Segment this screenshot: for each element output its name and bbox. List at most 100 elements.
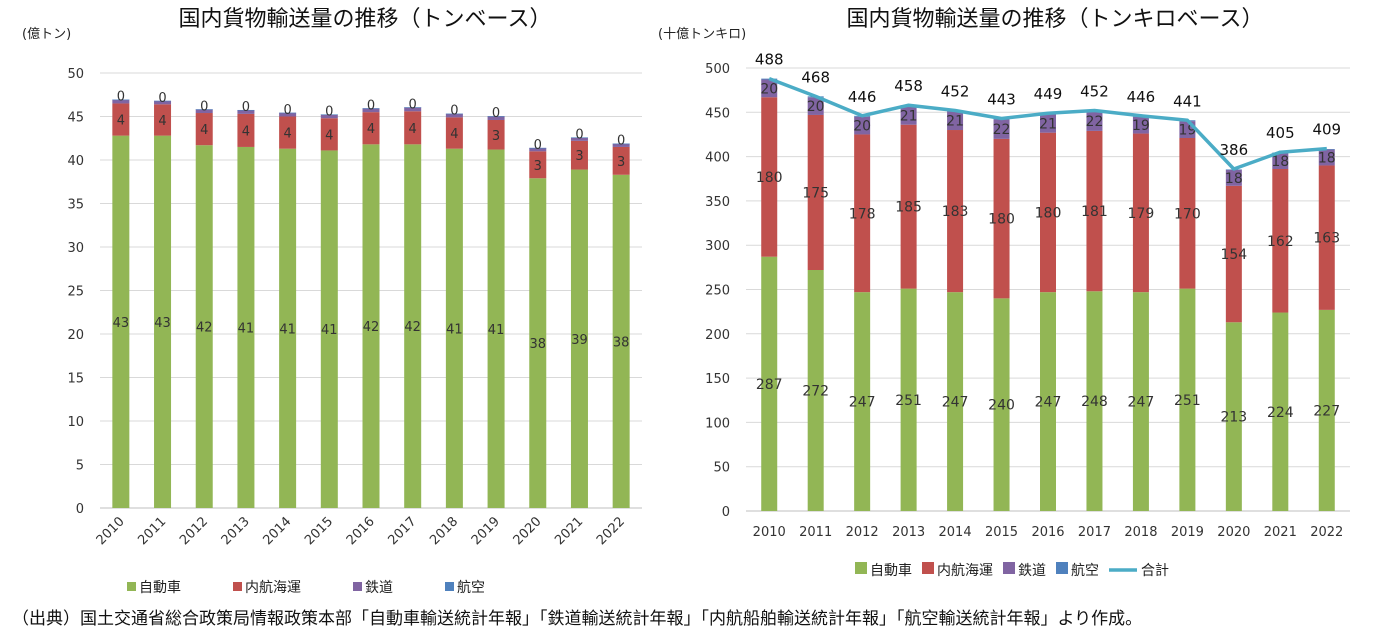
c2-bar-rail <box>807 97 824 115</box>
chart2-unit-label: (十億トンキロ) <box>658 26 746 42</box>
c1-data-label-ship: 4 <box>367 122 375 137</box>
c1-x-tick-label: 2021 <box>552 514 586 548</box>
c2-data-label-auto: 247 <box>1128 395 1155 411</box>
c1-y-tick-label: 35 <box>67 198 84 213</box>
c2-bar-auto <box>1086 291 1103 511</box>
c2-bar-ship <box>1272 169 1289 313</box>
c2-data-label-ship: 163 <box>1313 231 1340 247</box>
c1-data-label-ship: 3 <box>534 159 542 174</box>
c1-x-tick-label: 2015 <box>302 514 336 548</box>
c2-bar-auto <box>807 270 824 511</box>
c1-bar-auto <box>362 144 380 508</box>
c2-bar-rail <box>1272 153 1289 170</box>
c1-x-tick-label: 2010 <box>94 514 128 548</box>
c1-bar-ship <box>570 140 588 170</box>
c2-bar-auto <box>1318 309 1335 511</box>
c2-data-label-ship: 185 <box>895 200 922 216</box>
c2-data-label-auto: 251 <box>1174 393 1201 409</box>
c2-bar-rail <box>1040 114 1056 133</box>
c1-bar-auto <box>404 144 422 508</box>
c1-bar-ship <box>279 116 297 149</box>
c1-bar-air <box>529 147 547 149</box>
c1-y-tick-label: 15 <box>67 372 84 387</box>
c1-data-label-ship: 4 <box>325 128 333 143</box>
c2-bar-rail <box>854 116 871 135</box>
c2-x-tick-label: 2022 <box>1310 525 1343 540</box>
c2-bar-ship <box>947 130 964 293</box>
c2-x-tick-label: 2020 <box>1217 525 1250 540</box>
c1-data-label-auto: 39 <box>571 333 588 348</box>
c1-legend-label-auto: 自動車 <box>139 579 181 596</box>
c1-y-tick-label: 45 <box>67 111 84 126</box>
c1-data-label-auto: 41 <box>238 321 255 336</box>
c1-data-label-auto: 43 <box>154 316 171 331</box>
c2-x-tick-label: 2013 <box>892 525 925 540</box>
c1-data-label-rail: 0 <box>534 138 542 153</box>
c1-x-tick-label: 2013 <box>219 514 253 548</box>
c2-total-label: 449 <box>1034 85 1063 103</box>
c1-bar-rail <box>195 109 213 114</box>
c2-bar-rail <box>947 111 964 131</box>
c2-data-label-auto: 248 <box>1081 394 1108 410</box>
c2-x-tick-label: 2010 <box>753 525 786 540</box>
c2-x-tick-label: 2021 <box>1264 525 1297 540</box>
c2-bar-ship <box>900 124 917 289</box>
c2-y-tick-label: 0 <box>722 505 730 520</box>
c1-data-label-auto: 42 <box>196 321 213 336</box>
c1-data-label-auto: 41 <box>446 322 463 337</box>
c2-bar-ship <box>761 97 778 257</box>
c1-legend-swatch-rail <box>353 582 362 591</box>
c1-bar-rail <box>529 147 547 152</box>
c2-data-label-ship: 179 <box>1128 206 1155 222</box>
c1-y-tick-label: 50 <box>67 67 84 82</box>
c1-y-tick-label: 25 <box>67 285 84 300</box>
c1-bar-rail <box>445 113 463 118</box>
c1-data-label-ship: 4 <box>242 124 250 139</box>
c2-bar-rail <box>1318 149 1335 166</box>
c2-bar-ship <box>1086 130 1103 292</box>
c2-data-label-ship: 180 <box>1035 205 1062 221</box>
c1-bar-rail <box>112 99 130 104</box>
c2-bar-rail <box>1132 116 1149 134</box>
c1-bar-rail <box>154 100 172 105</box>
c1-legend-swatch-air <box>445 582 454 591</box>
c1-data-label-auto: 38 <box>529 337 546 352</box>
c2-total-label: 452 <box>941 83 970 101</box>
c2-data-label-rail: 22 <box>993 122 1011 138</box>
c1-data-label-auto: 41 <box>321 323 338 338</box>
c1-bar-auto <box>195 145 213 508</box>
c1-bar-ship <box>612 146 630 175</box>
c2-legend-swatch-auto <box>855 562 867 574</box>
c1-x-tick-label: 2022 <box>594 514 628 548</box>
c2-data-label-rail: 22 <box>1086 114 1104 130</box>
c2-bar-rail <box>761 79 778 98</box>
c1-bar-ship <box>529 151 547 179</box>
c1-bar-rail <box>487 116 505 120</box>
c1-x-tick-label: 2012 <box>177 514 211 548</box>
c1-bar-auto <box>154 135 172 508</box>
c1-bar-ship <box>362 112 380 145</box>
c2-x-tick-label: 2015 <box>985 525 1018 540</box>
c2-total-label: 446 <box>848 88 877 106</box>
c2-y-tick-label: 250 <box>705 284 730 299</box>
c1-x-tick-label: 2019 <box>469 514 503 548</box>
c1-bar-air <box>112 99 130 101</box>
c2-data-label-ship: 181 <box>1081 204 1108 220</box>
c2-x-tick-label: 2019 <box>1171 525 1204 540</box>
c2-x-tick-label: 2012 <box>846 525 879 540</box>
c2-legend-swatch-air <box>1056 562 1068 574</box>
c1-y-tick-label: 10 <box>67 415 84 430</box>
c2-bar-ship <box>1132 133 1149 293</box>
c1-data-label-rail: 0 <box>117 90 125 105</box>
c1-bar-air <box>612 143 630 145</box>
c1-data-label-auto: 38 <box>613 335 630 350</box>
c1-bar-auto <box>320 150 338 508</box>
c2-total-label: 405 <box>1266 124 1295 142</box>
c1-legend-swatch-auto <box>127 582 136 591</box>
c2-y-tick-label: 50 <box>713 461 730 476</box>
c1-y-tick-label: 5 <box>76 459 84 474</box>
c2-bar-auto <box>1225 322 1242 511</box>
c2-bar-ship <box>854 134 871 293</box>
c1-data-label-rail: 0 <box>367 98 375 113</box>
c2-y-tick-label: 450 <box>705 106 730 121</box>
